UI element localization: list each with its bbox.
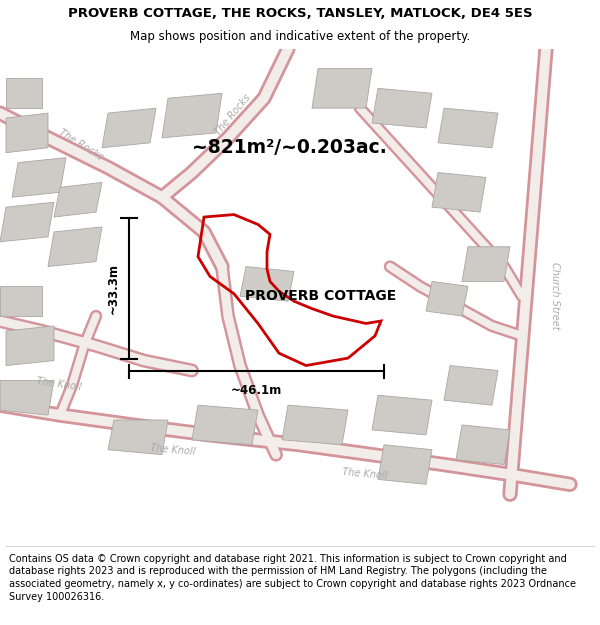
- Text: The Knoll: The Knoll: [342, 468, 388, 481]
- Polygon shape: [108, 420, 168, 454]
- Polygon shape: [240, 266, 294, 301]
- Polygon shape: [444, 366, 498, 405]
- Text: Map shows position and indicative extent of the property.: Map shows position and indicative extent…: [130, 30, 470, 43]
- Text: ~46.1m: ~46.1m: [231, 384, 282, 397]
- Text: PROVERB COTTAGE: PROVERB COTTAGE: [245, 289, 397, 303]
- Polygon shape: [12, 158, 66, 198]
- Polygon shape: [282, 405, 348, 445]
- Polygon shape: [312, 69, 372, 108]
- Text: The Knoll: The Knoll: [36, 376, 82, 392]
- Polygon shape: [6, 79, 42, 108]
- Polygon shape: [192, 405, 258, 445]
- Polygon shape: [6, 113, 48, 152]
- Text: Contains OS data © Crown copyright and database right 2021. This information is : Contains OS data © Crown copyright and d…: [9, 554, 576, 602]
- Polygon shape: [456, 425, 510, 464]
- Polygon shape: [0, 381, 54, 415]
- Polygon shape: [462, 247, 510, 281]
- Polygon shape: [378, 445, 432, 484]
- Text: The Rocks: The Rocks: [213, 92, 253, 138]
- Polygon shape: [162, 93, 222, 138]
- Polygon shape: [102, 108, 156, 148]
- Text: ~33.3m: ~33.3m: [107, 263, 120, 314]
- Polygon shape: [372, 88, 432, 128]
- Polygon shape: [432, 173, 486, 212]
- Polygon shape: [54, 182, 102, 217]
- Text: Church Street: Church Street: [550, 262, 560, 330]
- Polygon shape: [0, 286, 42, 316]
- Polygon shape: [426, 281, 468, 316]
- Polygon shape: [372, 395, 432, 435]
- Text: The Rocks: The Rocks: [57, 127, 105, 162]
- Polygon shape: [438, 108, 498, 148]
- Text: ~821m²/~0.203ac.: ~821m²/~0.203ac.: [192, 138, 387, 158]
- Polygon shape: [0, 202, 54, 242]
- Polygon shape: [6, 326, 54, 366]
- Polygon shape: [48, 227, 102, 266]
- Text: The Knoll: The Knoll: [150, 442, 196, 457]
- Text: PROVERB COTTAGE, THE ROCKS, TANSLEY, MATLOCK, DE4 5ES: PROVERB COTTAGE, THE ROCKS, TANSLEY, MAT…: [68, 7, 532, 20]
